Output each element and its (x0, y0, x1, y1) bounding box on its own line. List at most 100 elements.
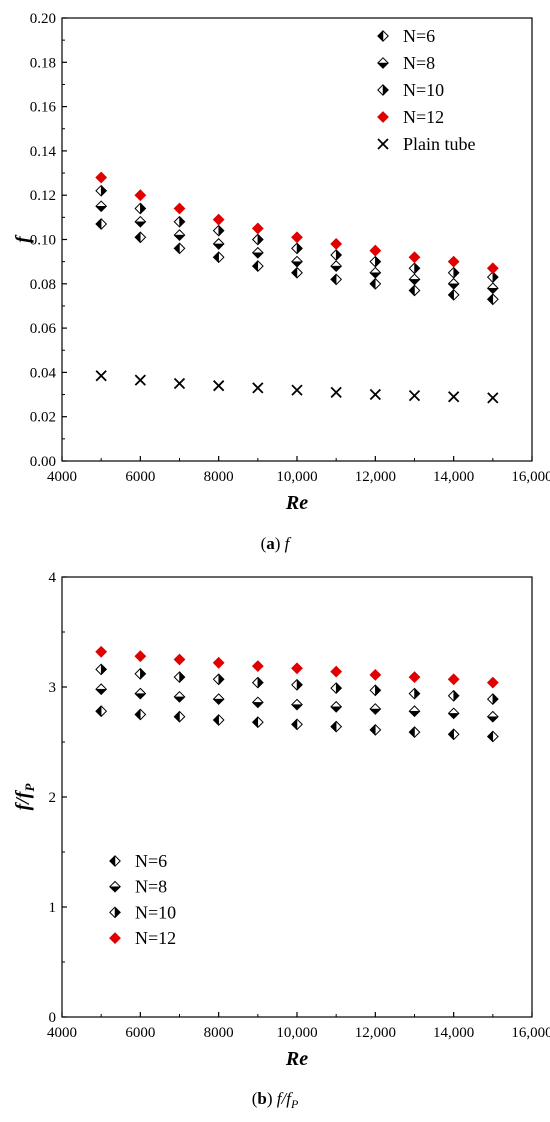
x-tick-label: 8000 (204, 469, 234, 485)
y-tick-label: 0.02 (30, 410, 56, 426)
data-point (408, 671, 421, 684)
data-point (95, 184, 108, 197)
data-point (330, 720, 343, 733)
legend-label: N=8 (135, 877, 167, 897)
data-point (95, 705, 108, 718)
data-point (134, 650, 147, 663)
data-point (95, 218, 108, 230)
series-N=10 (95, 663, 499, 706)
y-tick-label: 0.16 (30, 100, 57, 116)
data-point (369, 277, 382, 290)
data-point (212, 656, 225, 669)
data-point (212, 251, 225, 264)
data-point (95, 370, 107, 382)
legend-marker (109, 906, 121, 919)
legend-marker (109, 932, 121, 945)
x-tick-label: 12,000 (355, 1025, 396, 1041)
data-point (173, 229, 186, 241)
data-point (408, 687, 421, 700)
legend-marker (377, 138, 389, 150)
data-point (213, 380, 225, 392)
data-point (447, 266, 460, 279)
x-tick-label: 6000 (125, 1025, 155, 1041)
data-point (95, 663, 108, 676)
y-tick-label: 0.14 (30, 144, 57, 160)
data-point (251, 222, 264, 235)
data-point (447, 288, 460, 301)
data-point (173, 215, 186, 228)
x-tick-label: 6000 (125, 469, 155, 485)
y-tick-label: 1 (49, 900, 57, 916)
data-point (291, 255, 303, 268)
data-point (486, 693, 499, 706)
data-point (291, 384, 303, 396)
data-point (330, 249, 343, 261)
legend-marker (109, 855, 121, 867)
data-point (447, 277, 460, 290)
data-point (251, 233, 264, 246)
data-point (291, 718, 303, 731)
data-point (95, 200, 108, 213)
data-point (134, 708, 147, 721)
series-Plain tube (95, 370, 499, 404)
data-point (291, 242, 303, 255)
data-point (173, 377, 186, 390)
data-point (486, 710, 499, 723)
data-point (212, 673, 225, 686)
data-point (408, 251, 421, 264)
data-point (330, 700, 343, 713)
data-point (408, 284, 421, 297)
series-N=8 (95, 200, 499, 295)
series-N=8 (95, 683, 499, 723)
x-tick-label: 14,000 (433, 469, 474, 485)
data-point (95, 171, 108, 184)
y-tick-label: 4 (49, 570, 57, 586)
x-tick-label: 10,000 (276, 1025, 317, 1041)
legend-label: N=10 (403, 80, 444, 100)
x-tick-label: 12,000 (355, 469, 396, 485)
data-point (291, 678, 303, 691)
data-point (330, 682, 343, 695)
x-tick-label: 4000 (47, 1025, 77, 1041)
data-point (408, 705, 421, 718)
data-point (95, 683, 108, 696)
data-point (447, 673, 460, 686)
data-point (251, 696, 264, 709)
data-point (95, 645, 108, 658)
data-point (448, 391, 460, 403)
data-point (252, 382, 264, 394)
data-point (173, 653, 186, 666)
data-point (486, 730, 499, 743)
y-tick-label: 0.06 (30, 321, 57, 337)
data-point (212, 238, 225, 250)
series-N=6 (95, 218, 499, 306)
panel-caption: (a) f (261, 534, 292, 553)
legend-label: N=6 (135, 851, 167, 871)
data-point (173, 710, 186, 723)
legend-marker (377, 30, 389, 42)
x-tick-label: 10,000 (276, 469, 317, 485)
y-tick-label: 0.04 (30, 365, 57, 381)
data-point (291, 266, 303, 279)
series-N=12 (95, 645, 499, 689)
data-point (251, 260, 264, 272)
data-point (330, 386, 342, 398)
data-point (369, 255, 382, 268)
y-axis-title: f/fP (12, 783, 37, 811)
data-point (369, 244, 382, 257)
data-point (291, 231, 303, 244)
series-N=10 (95, 184, 499, 284)
data-point (212, 213, 225, 226)
legend-label: N=8 (403, 53, 435, 73)
chart-panel-a: 4000 6000 8000 10,000 12,000 14,000 16,000 0.00… (12, 11, 550, 553)
legend-marker (377, 84, 389, 96)
data-point (134, 202, 147, 215)
x-axis-title: Re (285, 1048, 308, 1070)
y-tick-label: 0.10 (30, 233, 56, 249)
data-point (173, 242, 186, 255)
data-point (173, 202, 186, 215)
data-point (212, 714, 225, 726)
legend-label: N=6 (403, 26, 435, 46)
